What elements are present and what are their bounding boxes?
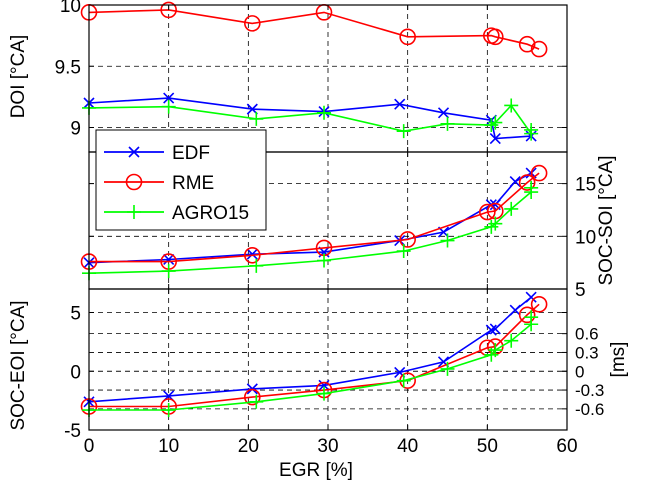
y-tick-label: 0 <box>70 362 81 383</box>
data-point-agro15 <box>317 253 332 268</box>
data-point-agro15 <box>504 98 519 113</box>
legend-marker-rme <box>125 173 143 191</box>
x-tick-label: 20 <box>238 436 259 457</box>
legend-marker-edf <box>128 146 140 158</box>
data-point-rme <box>244 388 261 406</box>
data-point-rme <box>244 246 261 264</box>
data-point-agro15 <box>317 386 332 401</box>
y-tick-label: 10 <box>60 0 81 17</box>
x-tick-label: 40 <box>397 436 418 457</box>
series-line-agro15 <box>89 317 533 411</box>
legend-label-agro15: AGRO15 <box>172 203 249 224</box>
data-point-agro15 <box>161 403 176 418</box>
x-tick-label: 50 <box>477 436 498 457</box>
y-axis-label-right: [ms] <box>608 342 629 378</box>
data-point-edf <box>437 107 450 119</box>
y-tick-label-right: 0.6 <box>575 325 599 344</box>
y-axis-label: DOI [°CA] <box>8 35 29 119</box>
series-line-rme <box>89 172 540 263</box>
data-point-rme <box>244 15 261 32</box>
data-point-edf <box>163 253 175 266</box>
y-tick-label: 5 <box>575 280 586 301</box>
data-point-rme <box>486 28 504 46</box>
data-point-agro15 <box>161 99 176 114</box>
y-axis-label: SOC-SOI [°CA] <box>596 155 617 285</box>
data-point-edf <box>489 323 501 335</box>
data-point-edf <box>509 304 521 316</box>
data-point-agro15 <box>488 216 503 231</box>
y-tick-label-right: -0.3 <box>575 381 604 400</box>
data-point-agro15 <box>504 201 519 216</box>
data-point-agro15 <box>396 124 411 139</box>
legend-label-edf: EDF <box>172 143 210 164</box>
y-tick-label-right: 0.3 <box>575 343 599 362</box>
data-point-agro15 <box>440 116 455 131</box>
data-point-edf <box>525 291 537 303</box>
data-point-rme <box>479 203 496 221</box>
data-point-agro15 <box>504 333 519 348</box>
data-point-edf <box>489 132 501 145</box>
data-point-rme <box>530 40 548 58</box>
y-tick-label: 5 <box>70 304 81 325</box>
x-tick-labels: 0 10 20 30 40 50 60 <box>84 436 578 457</box>
x-tick-label: 30 <box>317 436 338 457</box>
data-point-agro15 <box>524 180 539 195</box>
panel-middle: 5 10 15 SOC-SOI [°CA] <box>80 151 617 301</box>
data-point-edf <box>509 175 521 188</box>
x-tick-label: 0 <box>84 436 95 457</box>
data-point-rme <box>530 164 548 182</box>
data-point-agro15 <box>488 343 503 358</box>
y-tick-label: 15 <box>575 175 596 196</box>
data-point-rme <box>530 295 548 313</box>
data-point-agro15 <box>249 394 264 409</box>
series-line-rme <box>89 303 540 408</box>
data-point-edf <box>485 324 497 336</box>
x-tick-label: 60 <box>556 436 577 457</box>
legend-label-rme: RME <box>172 173 214 194</box>
series-line-rme <box>88 9 540 50</box>
series-line-agro15 <box>88 104 533 137</box>
data-point-agro15 <box>249 111 264 126</box>
data-point-rme <box>399 28 416 46</box>
panel-top: 9 9.5 10 DOI [°CA] <box>8 0 568 153</box>
y-tick-label: -5 <box>64 421 81 442</box>
data-point-agro15 <box>524 122 539 137</box>
data-point-agro15 <box>396 373 411 388</box>
series-line-edf <box>88 296 532 403</box>
data-point-rme <box>518 35 536 53</box>
data-point-agro15 <box>440 361 455 376</box>
legend-marker-agro15 <box>127 205 141 219</box>
y-axis-label: SOC-EOI [°CA] <box>8 300 29 430</box>
data-point-agro15 <box>396 244 411 259</box>
data-point-edf <box>163 92 175 104</box>
y-tick-label: 9.5 <box>55 57 81 78</box>
data-point-rme <box>518 306 536 324</box>
data-point-rme <box>160 1 177 19</box>
data-point-agro15 <box>440 233 455 248</box>
legend-box <box>95 129 267 231</box>
data-point-edf <box>318 379 330 391</box>
data-point-rme <box>399 231 416 248</box>
x-tick-label: 10 <box>158 436 179 457</box>
data-point-edf <box>246 248 258 260</box>
data-point-agro15 <box>317 105 332 120</box>
y-tick-label-right: 0 <box>575 362 584 381</box>
data-point-agro15 <box>488 115 503 130</box>
legend: EDF RME AGRO15 <box>95 129 267 231</box>
x-axis-label: EGR [%] <box>279 460 353 481</box>
y-tick-label: 10 <box>575 227 596 248</box>
data-point-agro15 <box>161 264 176 279</box>
y-tick-label-right: -0.6 <box>575 400 604 419</box>
data-point-agro15 <box>249 258 264 273</box>
data-point-edf <box>394 98 406 110</box>
data-point-agro15 <box>524 310 539 325</box>
series-line-edf <box>88 172 532 264</box>
y-tick-label: 9 <box>70 119 81 140</box>
data-point-rme <box>518 174 536 191</box>
